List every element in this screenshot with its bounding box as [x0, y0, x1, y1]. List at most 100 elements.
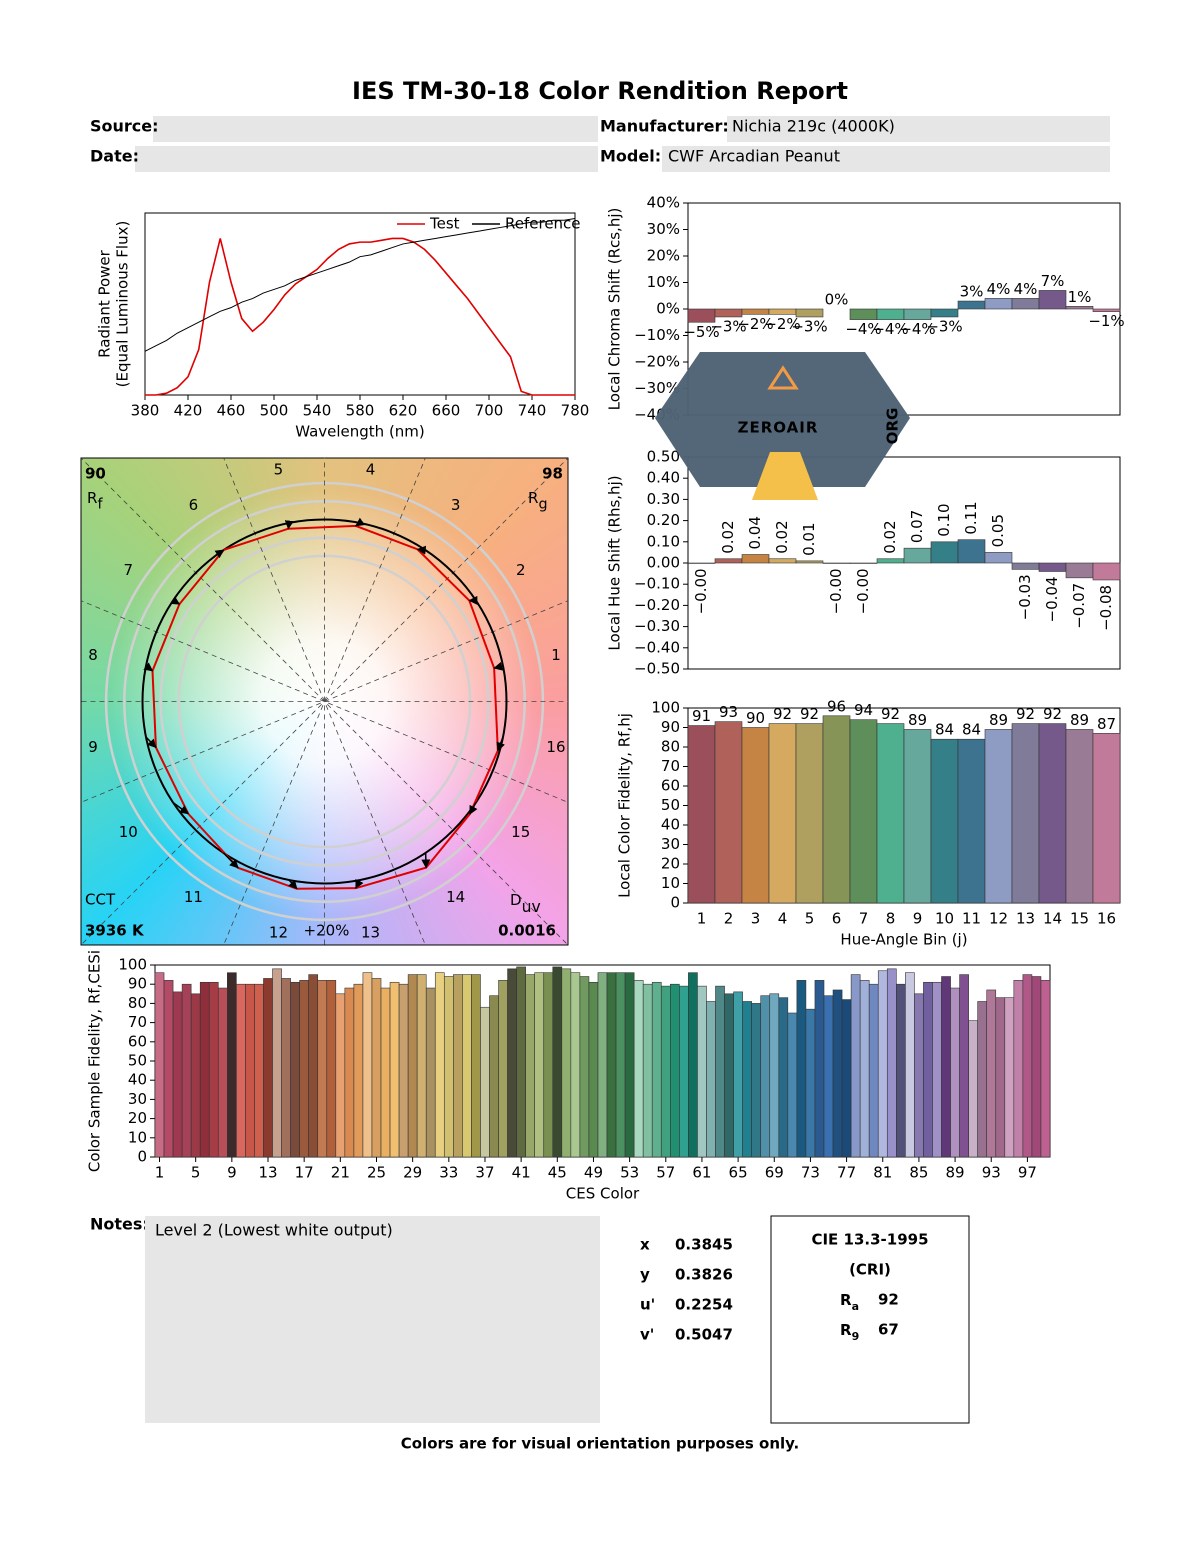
bar: [498, 980, 508, 1158]
x-tick-label: 9: [227, 1164, 237, 1182]
notes-box: [145, 1216, 600, 1423]
data-label: 0%: [825, 291, 849, 309]
bar: [480, 1006, 490, 1158]
y-tick-label: 10: [661, 874, 680, 892]
bar: [615, 972, 626, 1158]
bar: [868, 983, 879, 1158]
x-tick-label: 25: [367, 1164, 386, 1182]
bar: [670, 983, 680, 1158]
legend-label: Test: [429, 215, 460, 233]
bar: [516, 966, 526, 1158]
shift-arrow: [222, 852, 239, 869]
bin-label: 12: [269, 923, 288, 941]
bar: [914, 993, 924, 1158]
shift-arrow: [170, 596, 181, 605]
x-tick-label: 700: [475, 402, 504, 420]
bar: [957, 300, 986, 310]
bar: [254, 983, 264, 1158]
bar: [525, 974, 535, 1158]
data-label: 0.01: [800, 522, 818, 555]
bar: [1038, 290, 1067, 310]
bar: [552, 966, 563, 1158]
x-tick-label: 380: [131, 402, 160, 420]
reference-circle: [141, 518, 508, 885]
data-label: 92: [1016, 705, 1035, 723]
bin-label: 11: [184, 888, 203, 906]
x-tick-label: 69: [765, 1164, 784, 1182]
bar: [932, 981, 942, 1158]
bar: [1011, 723, 1040, 904]
logo-suffix: ORG: [884, 408, 902, 445]
data-label: −0.04: [1043, 576, 1061, 622]
data-label: −3%: [926, 317, 962, 335]
y-axis-sublabel: (Equal Luminous Flux): [114, 221, 132, 388]
shift-arrow: [143, 662, 154, 672]
data-label: 0.04: [746, 516, 764, 549]
y-tick-label: 0.20: [647, 511, 680, 529]
y-tick-label: 10: [128, 1128, 147, 1146]
bar: [1011, 562, 1040, 570]
bar: [751, 1003, 762, 1158]
bar: [606, 972, 617, 1158]
bar: [679, 985, 689, 1158]
footer: Colors are for visual orientation purpos…: [401, 1435, 800, 1453]
data-label: −5%: [683, 323, 719, 341]
bar: [688, 972, 698, 1158]
field-box: [662, 146, 1110, 172]
bar: [930, 308, 959, 318]
cri-title: CIE 13.3-1995: [811, 1231, 928, 1249]
x-tick-label: 65: [729, 1164, 748, 1182]
y-axis-label: Color Sample Fidelity, Rf,CESi: [86, 950, 104, 1172]
bar: [876, 558, 905, 564]
x-tick-label: 14: [1043, 910, 1062, 928]
y-tick-label: 60: [128, 1032, 147, 1050]
x-tick-label: 81: [873, 1164, 892, 1182]
x-tick-label: 33: [439, 1164, 458, 1182]
shift-arrow: [416, 545, 427, 555]
data-label: 87: [1097, 715, 1116, 733]
bar: [968, 1020, 978, 1158]
bar: [344, 987, 355, 1158]
y-tick-label: 0.00: [647, 554, 680, 572]
data-label: 93: [719, 703, 738, 721]
x-axis-label: Wavelength (nm): [295, 423, 425, 441]
bin-label: 6: [189, 496, 199, 514]
bar: [984, 552, 1013, 564]
bin-label: 16: [546, 738, 565, 756]
bar: [923, 981, 933, 1158]
y-tick-label: 10%: [647, 273, 680, 291]
bar: [570, 972, 581, 1158]
bar: [714, 558, 743, 564]
data-label: 0.02: [881, 520, 899, 553]
bar: [706, 1001, 716, 1158]
x-tick-label: 1: [155, 1164, 165, 1182]
x-tick-label: 13: [1016, 910, 1035, 928]
rf-symbol-subscript: f: [97, 497, 103, 513]
bar: [425, 987, 436, 1158]
x-tick-label: 45: [548, 1164, 567, 1182]
x-tick-label: 6: [832, 910, 842, 928]
watermark: ZEROAIR ORG: [655, 352, 910, 500]
bar: [859, 980, 870, 1158]
bar: [877, 970, 888, 1158]
shift-arrow: [355, 878, 364, 889]
data-label: −0.03: [1016, 574, 1034, 620]
bar: [1022, 974, 1033, 1158]
bar: [362, 972, 373, 1158]
bar: [849, 308, 878, 320]
x-tick-label: 93: [982, 1164, 1001, 1182]
shift-arrow: [172, 802, 189, 815]
bar: [832, 989, 843, 1158]
bar: [1013, 980, 1024, 1158]
cri-r9-value: 67: [878, 1321, 899, 1339]
y-tick-label: 40: [128, 1071, 147, 1089]
rf-symbol: Rf: [87, 489, 103, 513]
coord-value: 0.3826: [675, 1266, 733, 1284]
bar: [742, 1001, 752, 1158]
x-tick-label: 15: [1070, 910, 1089, 928]
y-tick-label: 0: [137, 1148, 147, 1166]
y-tick-label: 30: [128, 1090, 147, 1108]
data-label: 3%: [960, 283, 984, 301]
y-tick-label: 70: [661, 757, 680, 775]
bar: [317, 980, 328, 1158]
